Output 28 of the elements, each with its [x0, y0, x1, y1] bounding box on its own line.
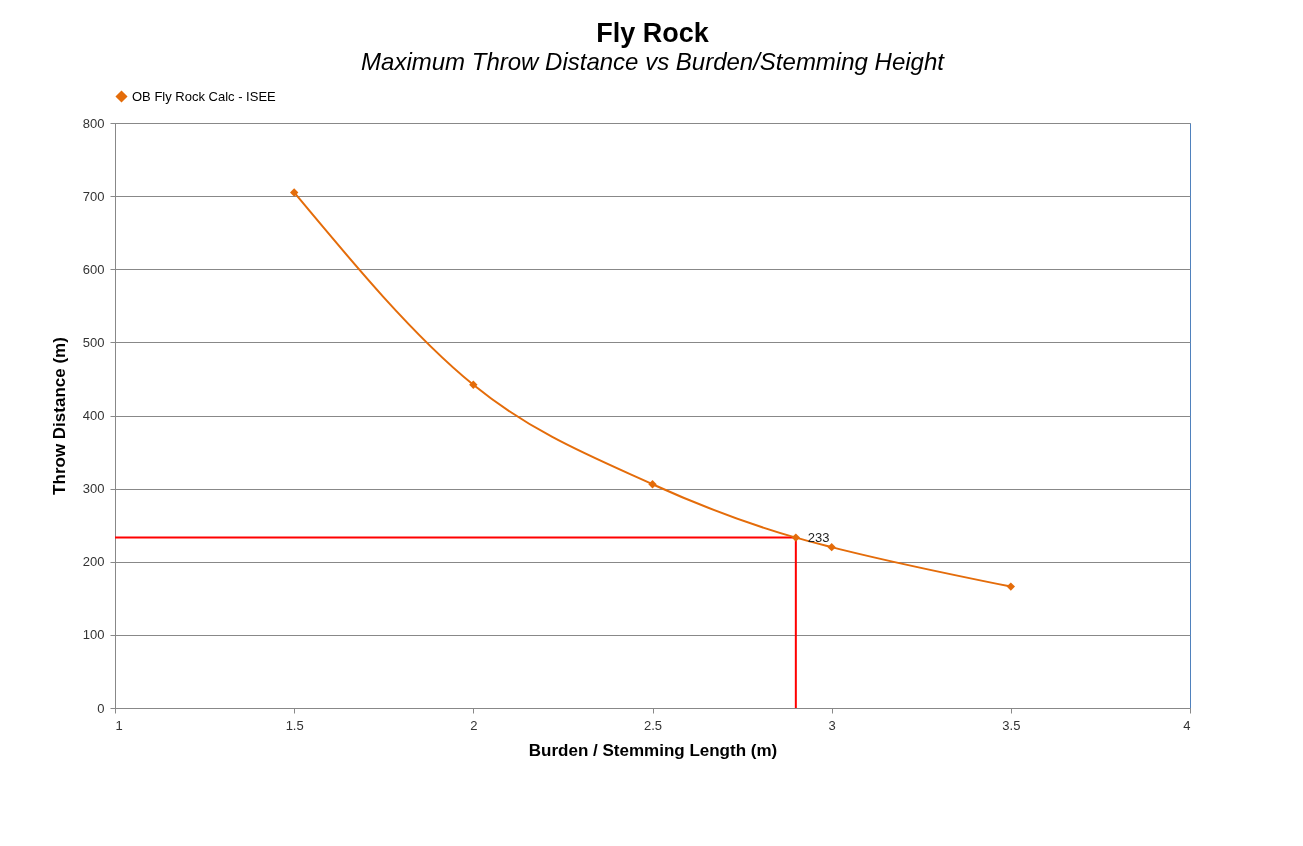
annotation: 233	[807, 529, 830, 545]
y-tick-label: 300	[82, 481, 105, 497]
x-tick-label: 2.5	[643, 717, 663, 733]
point	[791, 533, 801, 542]
x-tick-label: 2	[470, 717, 478, 733]
x-tick-label: 1	[115, 717, 123, 733]
point	[648, 480, 657, 489]
y-tick-label: 200	[82, 554, 105, 570]
x-tick-label: 4	[1183, 717, 1191, 733]
x-tick-label: 3	[828, 717, 836, 733]
y-axis-title: Throw Distance (m)	[49, 337, 69, 495]
y-tick-label: 500	[82, 334, 105, 350]
x-axis-title: Burden / Stemming Length (m)	[528, 740, 778, 760]
point	[1006, 582, 1016, 591]
y-tick-label: 100	[82, 627, 105, 643]
y-tick-label: 700	[82, 188, 105, 204]
y-tick-label: 800	[82, 115, 105, 131]
y-tick-label: 0	[97, 700, 105, 716]
point	[827, 542, 836, 552]
legend-label: OB Fly Rock Calc - ISEE	[132, 88, 277, 104]
chart-title: Fly Rock	[596, 18, 710, 48]
x-tick-label: 1.5	[285, 717, 304, 733]
x-tick-label: 3.5	[1002, 717, 1021, 733]
point	[289, 188, 299, 197]
chart-subtitle: Maximum Throw Distance vs Burden/Stemming Height	[361, 48, 946, 75]
y-tick-label: 600	[82, 261, 105, 277]
y-tick-label: 400	[82, 408, 105, 423]
point	[469, 380, 478, 389]
